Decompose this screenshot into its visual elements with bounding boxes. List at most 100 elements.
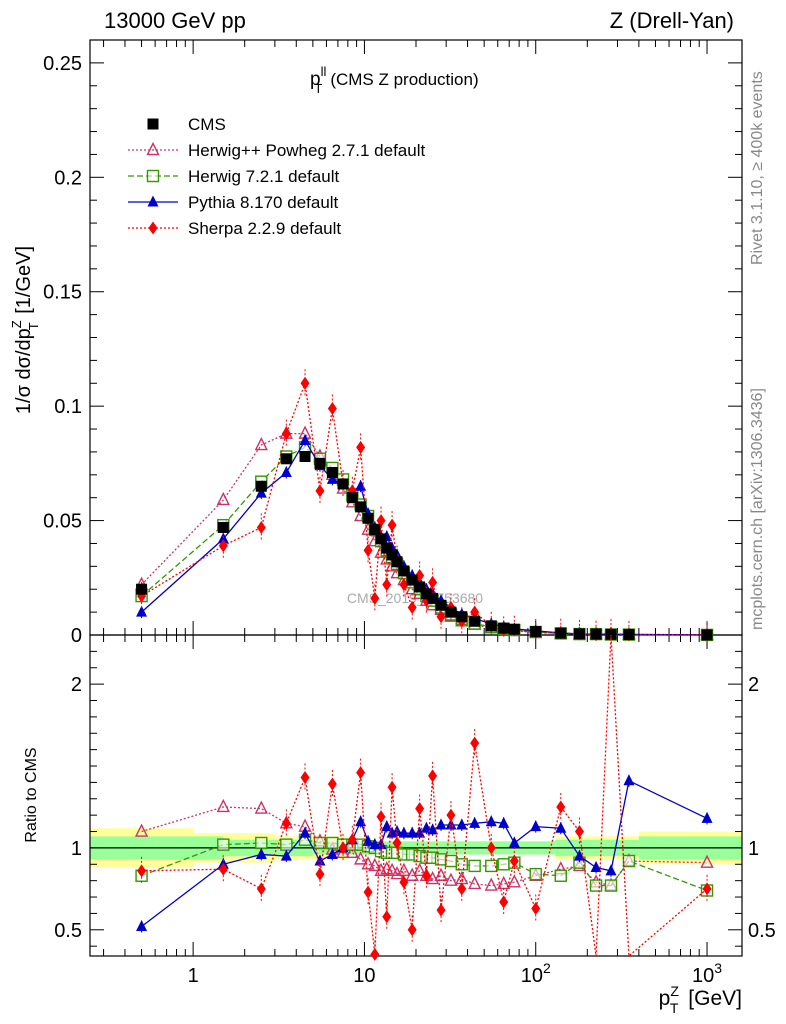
main-ytick-label: 0.05 — [43, 511, 82, 533]
legend-label-pythia: Pythia 8.170 default — [188, 193, 339, 212]
plot-title-rest: (CMS Z production) — [330, 70, 478, 89]
ratio-point-sherpa — [338, 841, 348, 855]
ratio-point-sherpa — [300, 770, 310, 784]
main-point-cms — [427, 592, 439, 604]
ratio-point-sherpa — [382, 910, 392, 924]
ratio-line-sherpa — [141, 634, 708, 958]
main-point-sherpa — [363, 543, 373, 557]
x-tick-label: 1 — [188, 965, 199, 987]
x-tick-label: 10 — [353, 965, 375, 987]
main-point-sherpa — [376, 514, 386, 528]
main-point-cms — [362, 512, 374, 524]
ratio-point-pythia — [406, 826, 418, 838]
ratio-point-herwig_powheg — [216, 798, 230, 813]
legend-label-herwig_powheg: Herwig++ Powheg 2.7.1 default — [188, 141, 425, 160]
ratio-point-pythia — [326, 847, 338, 859]
ratio-point-pythia — [299, 826, 311, 838]
main-point-pythia — [255, 486, 267, 498]
ratio-ytick-label-right: 2 — [748, 674, 759, 696]
ratio-point-sherpa — [470, 736, 480, 750]
main-point-cms — [255, 480, 267, 492]
rivet-label: Rivet 3.1.10, ≥ 400k events — [749, 71, 766, 265]
main-point-cms — [414, 581, 426, 593]
plot-title: pll T (CMS Z production) — [310, 64, 479, 96]
ratio-frame-box — [89, 634, 743, 957]
ratio-point-herwig721 — [326, 836, 339, 850]
main-point-pythia — [136, 605, 148, 617]
ratio-point-sherpa — [363, 885, 373, 899]
x-tick-label: 102 — [521, 960, 551, 987]
ratio-point-sherpa — [446, 808, 456, 822]
ratio-point-sherpa — [457, 882, 467, 896]
main-point-sherpa — [256, 520, 266, 534]
ratio-point-herwig721 — [468, 859, 481, 873]
ratio-point-herwig721 — [485, 859, 498, 873]
ratio-panel-series — [134, 634, 714, 961]
x-tick-label-base: 1 — [188, 965, 199, 987]
main-ylabel-part-0: 1/σ dσ/dp — [13, 328, 35, 414]
ratio-point-herwig_powheg — [484, 877, 498, 891]
ratio-point-herwig721 — [455, 858, 468, 871]
main-point-pythia — [355, 479, 367, 491]
ratio-point-herwig_powheg — [412, 862, 427, 877]
ratio-point-herwig721 — [280, 838, 293, 851]
main-point-cms — [391, 556, 403, 568]
ratio-point-pythia — [427, 823, 439, 835]
ratio-point-sherpa — [281, 816, 291, 830]
main-ytick-label: 0.15 — [43, 282, 82, 304]
ratio-point-pythia — [435, 818, 447, 830]
ratio-point-pythia — [398, 826, 410, 838]
ratio-point-sherpa — [574, 825, 584, 839]
ratio-point-sherpa — [421, 869, 431, 883]
ratio-point-pythia — [314, 854, 326, 866]
ratio-point-sherpa — [509, 854, 519, 868]
ratio-point-herwig721 — [255, 836, 268, 850]
ratio-point-herwig_powheg — [444, 872, 458, 886]
ratio-point-pythia — [590, 861, 602, 873]
ratio-ylabel: Ratio to CMS — [23, 747, 40, 842]
main-point-cms — [314, 457, 326, 469]
legend-label-sherpa: Sherpa 2.2.9 default — [188, 219, 341, 238]
ratio-ytick-label-right: 0.5 — [748, 920, 776, 942]
legend-label-herwig721: Herwig 7.2.1 default — [188, 167, 339, 186]
x-tick-label-exp: 3 — [714, 960, 722, 976]
main-point-pythia — [280, 466, 292, 478]
ratio-point-pythia — [136, 920, 148, 932]
ratio-point-pythia — [381, 820, 393, 832]
ratio-point-sherpa — [407, 923, 417, 937]
legend-marker-herwig721 — [146, 169, 160, 183]
ratio-point-pythia — [469, 816, 481, 828]
ratio-point-pythia — [414, 826, 426, 838]
main-ytick-label: 0 — [71, 625, 82, 647]
ratio-point-sherpa — [499, 895, 509, 909]
x-label-sub: T — [670, 1000, 679, 1016]
main-ytick-label: 0.25 — [43, 53, 82, 75]
main-point-sherpa — [370, 591, 380, 605]
main-point-cms — [701, 629, 713, 641]
main-point-cms — [280, 453, 292, 465]
main-point-sherpa — [218, 539, 228, 553]
ratio-point-pythia — [485, 815, 497, 827]
ratio-point-pythia — [375, 838, 387, 850]
ratio-point-sherpa — [356, 766, 366, 780]
ratio-point-herwig721 — [217, 838, 230, 851]
x-label-unit: [GeV] — [682, 987, 742, 1010]
ratio-ytick-label: 0.5 — [54, 920, 82, 942]
ratio-ytick-label-right: 1 — [748, 838, 759, 860]
main-point-cms — [623, 629, 635, 641]
ratio-point-herwig_powheg — [397, 862, 411, 877]
main-point-herwig_powheg — [216, 491, 230, 506]
ratio-panel-frame: 0.5 0.51 12 21 10 102 103 — [54, 634, 776, 987]
mcplots-label: mcplots.cern.ch [arXiv:1306.3436] — [749, 388, 766, 630]
main-point-cms — [386, 549, 398, 561]
main-point-sherpa — [470, 605, 480, 619]
x-label-sup: Z — [670, 983, 679, 999]
main-point-cms — [375, 533, 387, 545]
header-left: 13000 GeV pp — [104, 8, 246, 33]
main-point-sherpa — [387, 518, 397, 532]
ratio-point-sherpa — [436, 903, 446, 917]
ratio-point-pythia — [255, 847, 267, 859]
ratio-point-pythia — [280, 849, 292, 861]
ratio-point-sherpa — [387, 780, 397, 794]
ratio-point-herwig721 — [589, 879, 603, 892]
